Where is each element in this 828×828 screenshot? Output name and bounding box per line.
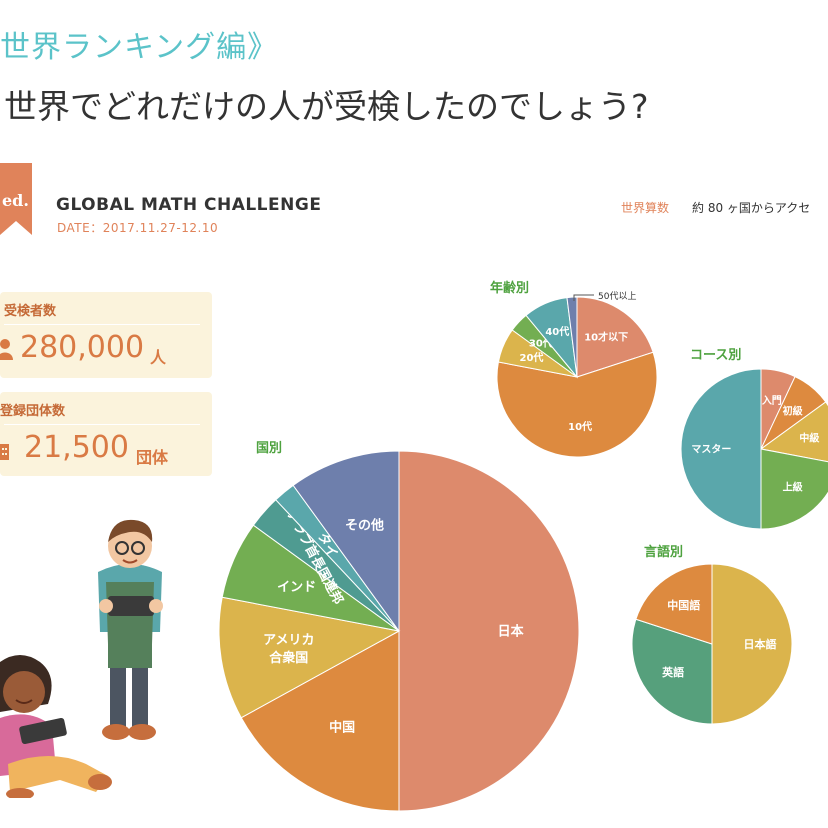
pie-slice-上級 [760,448,828,530]
pie-label-中国: 中国 [329,720,355,736]
event-date: DATE：2017.11.27-12.10 [57,221,219,235]
pie-slice-中級 [759,401,828,463]
groups-unit: 団体 [136,448,169,467]
pie-slice-中国語 [635,563,713,645]
language-chart-title: 言語別 [644,545,684,560]
pie-slice-10才以下 [576,296,654,378]
person-icon [0,339,13,360]
pie-label-入門: 入門 [762,395,782,407]
pie-label-中国語: 中国語 [667,598,700,612]
pie-label-アメリカ合衆国: アメリカ合衆国 [263,633,314,666]
pie-slice-英語 [631,618,713,725]
callout-line [573,294,594,301]
card-divider [4,424,200,425]
pie-slice-50代以上 [566,296,578,378]
pie-label-10代: 10代 [568,420,592,433]
pie-slice-日本語 [711,563,793,725]
pie-label-中級: 中級 [799,432,819,445]
groups-card: 登録団体数 21,500 団体 [0,392,212,476]
pie-slice-その他 [292,450,400,633]
pie-slice-中国 [240,630,400,812]
examinees-card: 受検者数 280,000 人 [0,292,212,378]
building-icon [0,444,9,460]
pie-label-50代以上: 50代以上 [598,291,636,302]
examinees-unit: 人 [150,348,167,367]
section-heading: 世界ランキング編》 [0,30,279,65]
pie-label-その他: その他 [345,517,384,533]
edition-label: ed. [2,191,29,210]
groups-label: 登録団体数 [0,404,66,419]
access-label: 世界算数 [621,201,670,215]
examinees-value: 280,000 [20,330,145,365]
pie-label-インド: インド [277,580,316,595]
access-text: 約 80 ヶ国からアクセ [692,201,811,215]
pie-slice-アメリカ合衆国 [218,596,401,719]
card-divider [4,324,200,325]
pie-slice-日本 [398,450,580,812]
examinees-label: 受検者数 [4,304,57,319]
pie-label-10才以下: 10才以下 [584,330,628,343]
boy-with-tablet-illustration [98,519,163,740]
edition-tab [0,163,32,235]
pie-slice-マスター [680,368,762,530]
age-chart-title: 年齢別 [490,281,530,296]
girl-with-tablet-illustration [0,655,112,798]
groups-value: 21,500 [24,430,129,465]
event-name: GLOBAL MATH CHALLENGE [56,195,322,215]
country-chart-title: 国別 [256,441,283,456]
pie-label-初級: 初級 [783,404,803,417]
course-chart-title: コース別 [690,348,742,363]
pie-label-上級: 上級 [783,481,803,494]
pie-label-マスター: マスター [691,444,731,456]
pie-slice-10代 [496,351,658,458]
pie-label-英語: 英語 [661,665,684,679]
pie-label-日本: 日本 [498,624,524,640]
page-title: 世界でどれだけの人が受検したのでしょう? [4,87,649,126]
pie-label-40代: 40代 [545,325,569,338]
pie-label-20代: 20代 [520,351,544,364]
pie-label-日本語: 日本語 [744,637,777,651]
